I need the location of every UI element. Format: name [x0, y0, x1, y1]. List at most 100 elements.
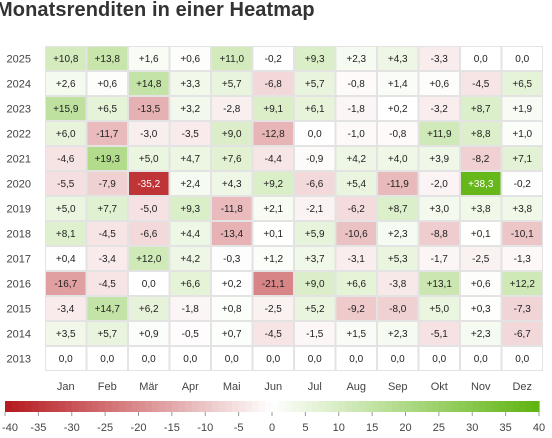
cell-value-label: -7,9 [99, 179, 117, 190]
legend-gradient-segment [231, 401, 240, 412]
cell-value-label: +0,6 [429, 79, 449, 90]
heatmap-cell [45, 271, 87, 296]
heatmap-cell [252, 171, 294, 196]
cell-value-label: -35,2 [137, 179, 160, 190]
heatmap-cell [252, 121, 294, 146]
heatmap-cell [86, 71, 128, 96]
legend-gradient-segment [171, 401, 180, 412]
year-axis: 2025 2024 2023 2022 2021 2020 2019 2018 2017 2016… [7, 54, 31, 366]
heatmap-cell [418, 246, 460, 271]
heatmap-cell [86, 246, 128, 271]
cell-value-label: -3,0 [140, 129, 158, 140]
cell-value-label: +6,6 [346, 279, 366, 290]
heatmap-cell [335, 96, 377, 121]
heatmap-cell [169, 71, 211, 96]
heatmap-cell [294, 196, 336, 221]
cell-value-label: +14,8 [136, 79, 162, 90]
cell-value-label: +2,3 [346, 54, 366, 65]
cell-value-label: -9,2 [348, 304, 366, 315]
heatmap-cell [460, 296, 502, 321]
cell-value-label: +0,2 [222, 279, 242, 290]
legend-gradient-segment [278, 401, 286, 412]
heatmap-cell [460, 46, 502, 71]
cell-value-label: +9,2 [263, 179, 283, 190]
cell-value-label: -11,9 [387, 179, 409, 190]
legend-gradient-segment [218, 401, 226, 412]
heatmap-cell [501, 221, 543, 246]
heatmap-cell [294, 121, 336, 146]
cell-value-label: +4,7 [180, 154, 200, 165]
heatmap-cell [211, 46, 253, 71]
heatmap-cell [252, 271, 294, 296]
cell-value-label: +3,8 [512, 204, 532, 215]
legend-gradient-segment [71, 401, 80, 412]
month-tick-label: Jun [264, 381, 282, 393]
cell-value-label: -4,5 [265, 329, 283, 340]
heatmap-cell [377, 196, 419, 221]
cell-value-label: +2,3 [388, 229, 408, 240]
legend-gradient-segment [498, 401, 507, 412]
heatmap-cell [86, 296, 128, 321]
chart-title: Monatsrenditen in einer Heatmap [0, 0, 315, 21]
legend-gradient-segment [131, 401, 140, 412]
month-tick-label: Okt [431, 381, 448, 393]
cell-value-label: -3,8 [389, 279, 407, 290]
cell-value-label: +2,3 [471, 329, 491, 340]
cell-value-label: -6,2 [348, 204, 366, 215]
cell-value-label: +5,3 [388, 254, 408, 265]
cell-value-label: -11,8 [221, 204, 243, 215]
month-tick-label: Feb [98, 381, 117, 393]
cell-value-label: -6,7 [514, 329, 532, 340]
cell-value-label: +7,7 [97, 204, 117, 215]
cell-value-label: 0,0 [142, 279, 156, 290]
heatmap-cell [418, 71, 460, 96]
year-tick-label: 2024 [7, 79, 31, 91]
legend-gradient-segment [385, 401, 393, 412]
heatmap-cell [211, 296, 253, 321]
heatmap-cell [460, 171, 502, 196]
month-tick-label: Mär [139, 381, 158, 393]
cell-value-label: +0,2 [388, 104, 408, 115]
cell-value-label: -3,2 [431, 104, 449, 115]
heatmap-cell [418, 221, 460, 246]
heatmap-cell [377, 171, 419, 196]
heatmap-cell [45, 321, 87, 346]
cell-value-label: +4,0 [388, 154, 408, 165]
legend-gradient-segment [45, 401, 53, 412]
legend-gradient-segment [338, 401, 347, 412]
cell-value-label: +9,0 [305, 279, 325, 290]
cell-value-label: 0,0 [474, 54, 488, 65]
heatmap-cell [211, 346, 253, 371]
month-tick-label: Jul [308, 381, 322, 393]
legend-gradient-segment [65, 401, 73, 412]
heatmap-cell [86, 121, 128, 146]
cell-value-label: -4,5 [99, 279, 117, 290]
cell-value-label: +0,1 [471, 229, 491, 240]
heatmap-cell [335, 246, 377, 271]
cell-value-label: -4,5 [472, 79, 490, 90]
heatmap-cell [460, 121, 502, 146]
legend-gradient-segment [465, 401, 473, 412]
cell-value-label: -2,8 [223, 104, 241, 115]
heatmap-cell [335, 221, 377, 246]
legend-gradient-segment [312, 401, 320, 412]
cell-value-label: +0,8 [222, 304, 242, 315]
year-tick-label: 2022 [7, 129, 31, 141]
heatmap-cell [501, 271, 543, 296]
heatmap-cell [169, 246, 211, 271]
heatmap-cell [460, 271, 502, 296]
heatmap-cell [86, 221, 128, 246]
legend-gradient-segment [492, 401, 500, 412]
heatmap-cell [128, 321, 170, 346]
cell-value-label: +10,8 [53, 54, 79, 65]
cell-value-label: -2,1 [306, 204, 324, 215]
month-tick-label: Nov [471, 381, 491, 393]
cell-value-label: +8,7 [471, 104, 491, 115]
heatmap-cell [377, 346, 419, 371]
heatmap-cell [169, 221, 211, 246]
heatmap-cell [418, 171, 460, 196]
heatmap-cell [294, 46, 336, 71]
heatmap-cell [377, 96, 419, 121]
heatmap-cell [335, 71, 377, 96]
cell-value-label: -2,0 [431, 179, 449, 190]
